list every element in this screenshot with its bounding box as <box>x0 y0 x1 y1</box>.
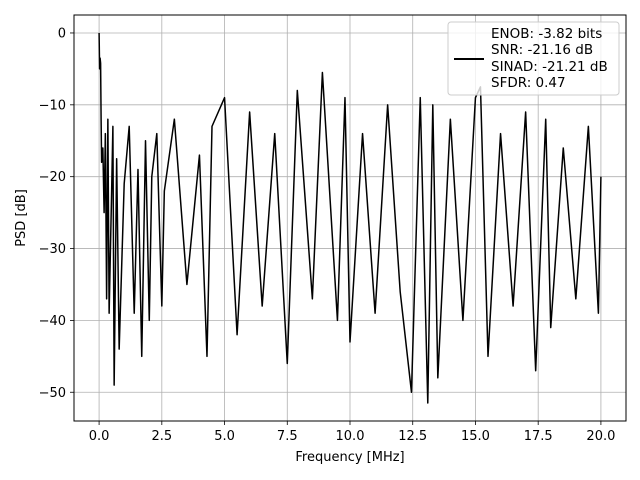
x-tick-label: 7.5 <box>277 429 298 444</box>
legend-entry-sfdr: SFDR: 0.47 <box>491 75 566 91</box>
x-tick-label: 2.5 <box>151 429 172 444</box>
psd-series-line <box>98 32 602 404</box>
y-tick-label: 0 <box>58 26 66 41</box>
y-tick-label: −30 <box>39 242 66 257</box>
y-axis-label: PSD [dB] <box>14 189 29 247</box>
y-tick-label: −20 <box>39 170 66 185</box>
y-tick-label: −10 <box>39 98 66 113</box>
x-tick-label: 10.0 <box>336 429 365 444</box>
y-tick-label: −50 <box>39 386 66 401</box>
x-axis-ticks: 0.0 2.5 5.0 7.5 10.0 12.5 15.0 17.5 20.0 <box>89 421 615 444</box>
y-axis-ticks: 0 −10 −20 −30 −40 −50 <box>39 26 74 401</box>
legend-entry-snr: SNR: -21.16 dB <box>491 42 593 58</box>
x-tick-label: 20.0 <box>586 429 615 444</box>
legend-entry-enob: ENOB: -3.82 bits <box>491 26 602 42</box>
x-tick-label: 12.5 <box>398 429 427 444</box>
x-axis-label: Frequency [MHz] <box>295 450 404 465</box>
legend-entry-sinad: SINAD: -21.21 dB <box>491 59 608 75</box>
x-tick-label: 0.0 <box>89 429 110 444</box>
legend: ENOB: -3.82 bits SNR: -21.16 dB SINAD: -… <box>447 21 620 96</box>
x-tick-label: 15.0 <box>461 429 490 444</box>
y-tick-label: −40 <box>39 314 66 329</box>
legend-box <box>447 21 620 96</box>
x-tick-label: 17.5 <box>524 429 553 444</box>
x-tick-label: 5.0 <box>214 429 235 444</box>
